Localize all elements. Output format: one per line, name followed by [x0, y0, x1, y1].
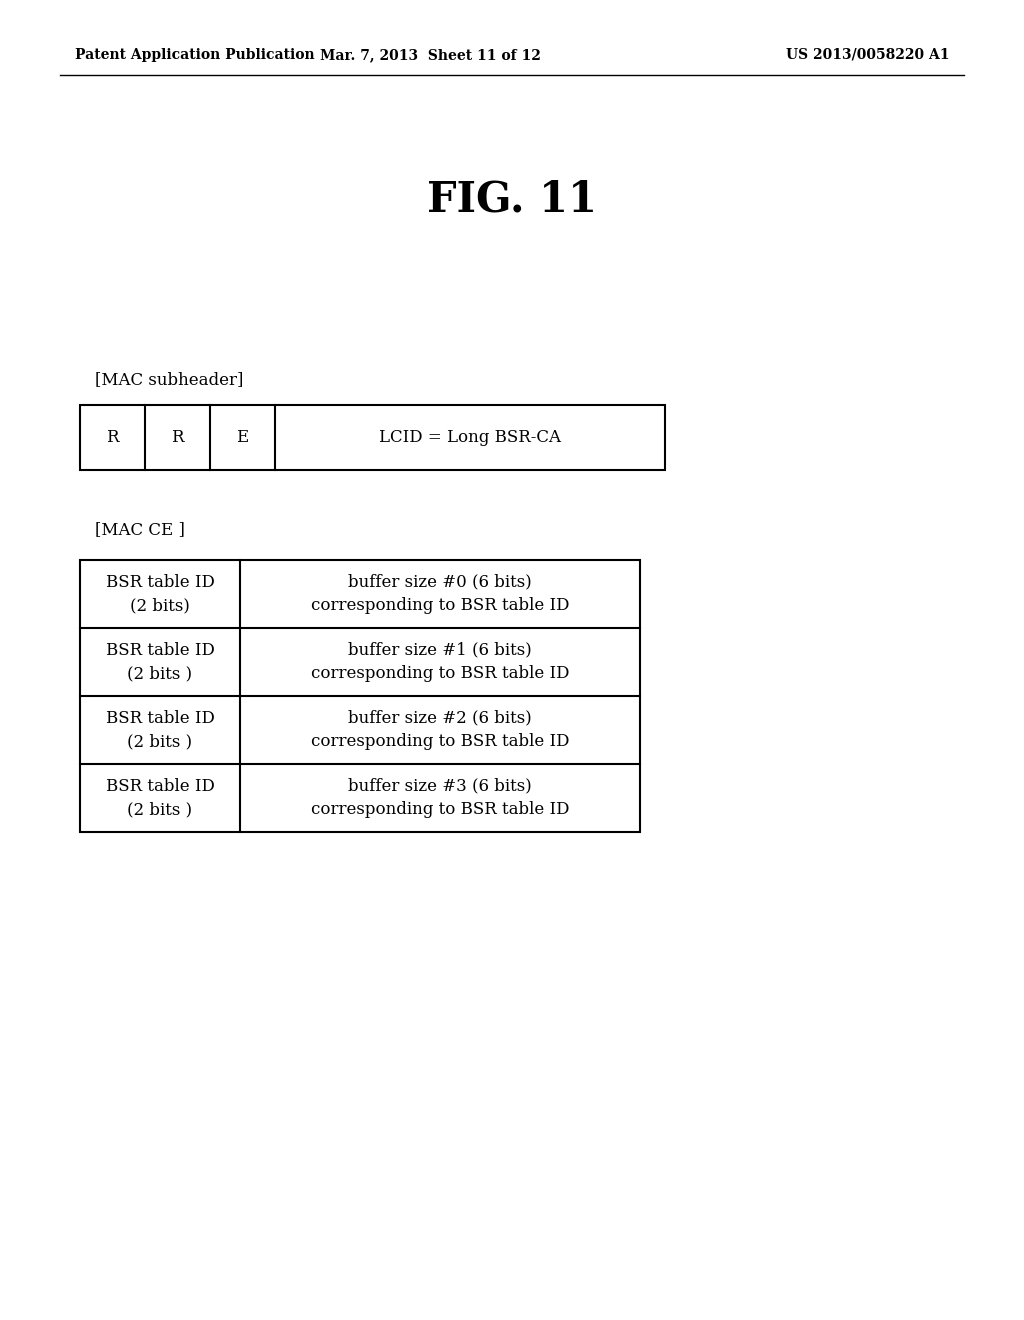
Text: buffer size #2 (6 bits)
corresponding to BSR table ID: buffer size #2 (6 bits) corresponding to…: [310, 710, 569, 750]
Text: BSR table ID
(2 bits ): BSR table ID (2 bits ): [105, 777, 214, 818]
Text: BSR table ID
(2 bits ): BSR table ID (2 bits ): [105, 710, 214, 750]
Bar: [80, 405, 665, 470]
Text: R: R: [171, 429, 183, 446]
Text: [MAC subheader]: [MAC subheader]: [95, 371, 244, 388]
Text: buffer size #1 (6 bits)
corresponding to BSR table ID: buffer size #1 (6 bits) corresponding to…: [310, 642, 569, 682]
Text: BSR table ID
(2 bits): BSR table ID (2 bits): [105, 574, 214, 614]
Text: R: R: [106, 429, 119, 446]
Text: Mar. 7, 2013  Sheet 11 of 12: Mar. 7, 2013 Sheet 11 of 12: [319, 48, 541, 62]
Text: buffer size #3 (6 bits)
corresponding to BSR table ID: buffer size #3 (6 bits) corresponding to…: [310, 777, 569, 818]
Text: FIG. 11: FIG. 11: [427, 180, 597, 220]
Text: US 2013/0058220 A1: US 2013/0058220 A1: [786, 48, 950, 62]
Text: E: E: [237, 429, 249, 446]
Text: buffer size #0 (6 bits)
corresponding to BSR table ID: buffer size #0 (6 bits) corresponding to…: [310, 574, 569, 614]
Text: [MAC CE ]: [MAC CE ]: [95, 521, 185, 539]
Bar: [80, 560, 640, 832]
Text: BSR table ID
(2 bits ): BSR table ID (2 bits ): [105, 642, 214, 682]
Text: LCID = Long BSR-CA: LCID = Long BSR-CA: [379, 429, 561, 446]
Text: Patent Application Publication: Patent Application Publication: [75, 48, 314, 62]
